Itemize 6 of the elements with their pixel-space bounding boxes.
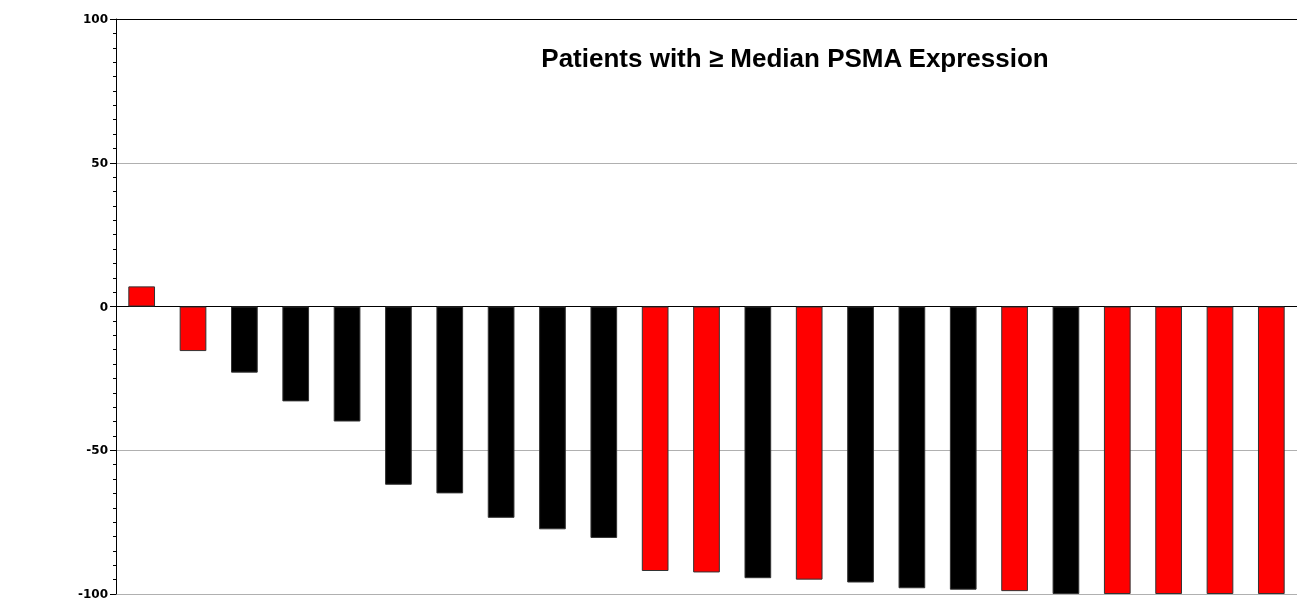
- y-tick-label: 50: [91, 155, 108, 170]
- text: Patients with ≥ Median PSMA Expression: [541, 43, 1049, 73]
- y-tick-label: -50: [86, 443, 108, 458]
- y-tick-label: 0: [99, 299, 108, 314]
- y-tick-label: -100: [77, 587, 108, 601]
- y-tick-label: 100: [82, 12, 108, 26]
